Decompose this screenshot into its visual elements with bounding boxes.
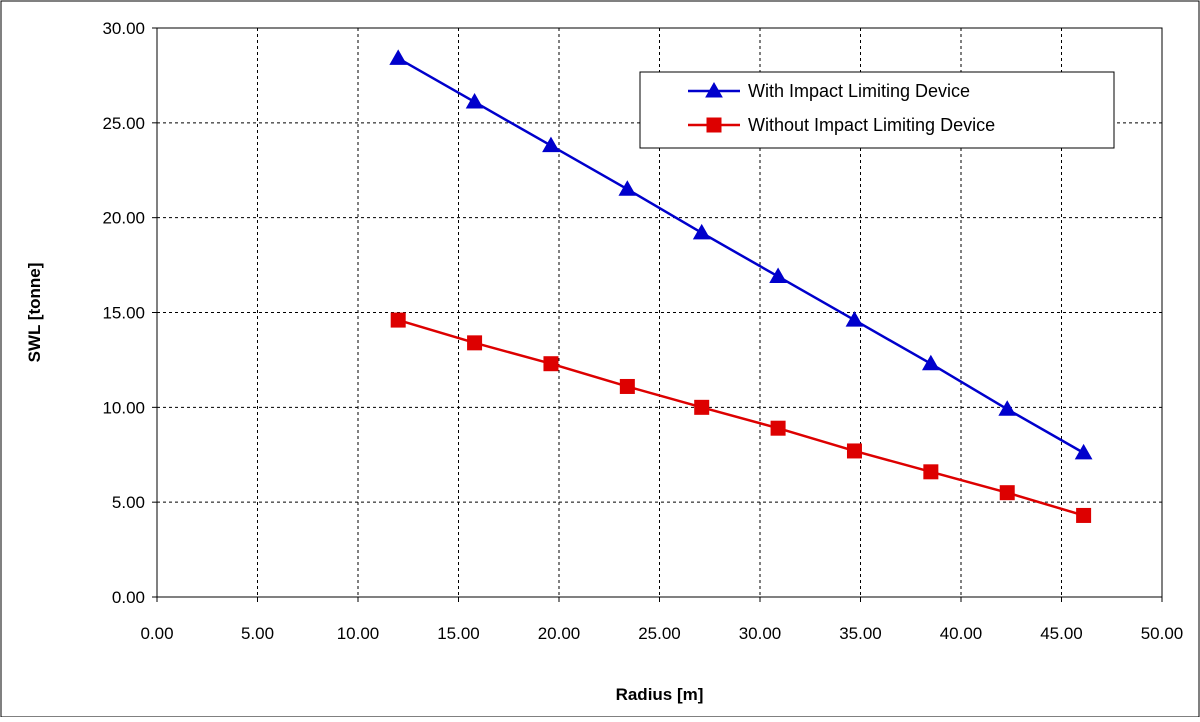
x-tick-label: 40.00	[940, 624, 983, 643]
x-axis-title: Radius [m]	[616, 685, 704, 704]
data-point	[769, 267, 787, 283]
axis-ticks: 0.00 5.00 10.00 15.00 20.00 25.00 30.00 35.00 40…	[102, 19, 1183, 643]
y-tick-label: 0.00	[112, 588, 145, 607]
series-group	[389, 49, 1093, 523]
x-tick-label: 15.00	[437, 624, 480, 643]
legend-item: Without Impact Limiting Device	[688, 115, 995, 135]
data-point	[921, 354, 940, 371]
data-point	[692, 223, 711, 240]
x-tick-label: 25.00	[638, 624, 681, 643]
legend-box	[639, 71, 1115, 149]
y-tick-label: 30.00	[102, 19, 145, 38]
data-point	[923, 464, 939, 480]
data-point	[845, 311, 864, 327]
data-point	[389, 49, 408, 65]
x-tick-label: 45.00	[1040, 624, 1083, 643]
data-point	[467, 335, 483, 351]
data-point	[619, 378, 635, 394]
data-point	[694, 399, 710, 415]
legend: With Impact Limiting Device Without Impac…	[639, 71, 1115, 149]
data-point	[542, 136, 560, 153]
data-point	[465, 92, 484, 109]
data-point	[618, 180, 637, 196]
gridlines	[157, 28, 1162, 597]
x-tick-label: 35.00	[839, 624, 882, 643]
series-line	[397, 57, 1085, 454]
data-point	[770, 420, 786, 436]
data-point	[998, 400, 1017, 416]
x-tick-label: 50.00	[1141, 624, 1184, 643]
x-tick-label: 10.00	[337, 624, 380, 643]
data-point	[1074, 443, 1093, 460]
y-tick-label: 5.00	[112, 493, 145, 512]
y-tick-label: 25.00	[102, 114, 145, 133]
data-point	[999, 485, 1015, 501]
series-line	[397, 318, 1084, 517]
legend-label: Without Impact Limiting Device	[748, 115, 995, 135]
x-tick-label: 0.00	[140, 624, 173, 643]
x-tick-label: 30.00	[739, 624, 782, 643]
y-tick-label: 20.00	[102, 209, 145, 228]
legend-marker	[706, 117, 722, 133]
x-tick-label: 20.00	[538, 624, 581, 643]
y-tick-label: 10.00	[102, 398, 145, 417]
y-axis-title: SWL [tonne]	[25, 263, 44, 363]
y-tick-label: 15.00	[102, 304, 145, 323]
x-tick-label: 5.00	[241, 624, 274, 643]
series-1	[389, 49, 1093, 460]
legend-item: With Impact Limiting Device	[688, 81, 970, 101]
data-point	[1076, 507, 1092, 523]
data-point	[390, 312, 406, 328]
legend-marker	[705, 81, 723, 98]
series-2	[390, 312, 1092, 523]
legend-label: With Impact Limiting Device	[748, 81, 970, 101]
data-point	[543, 356, 559, 372]
data-point	[846, 443, 862, 459]
